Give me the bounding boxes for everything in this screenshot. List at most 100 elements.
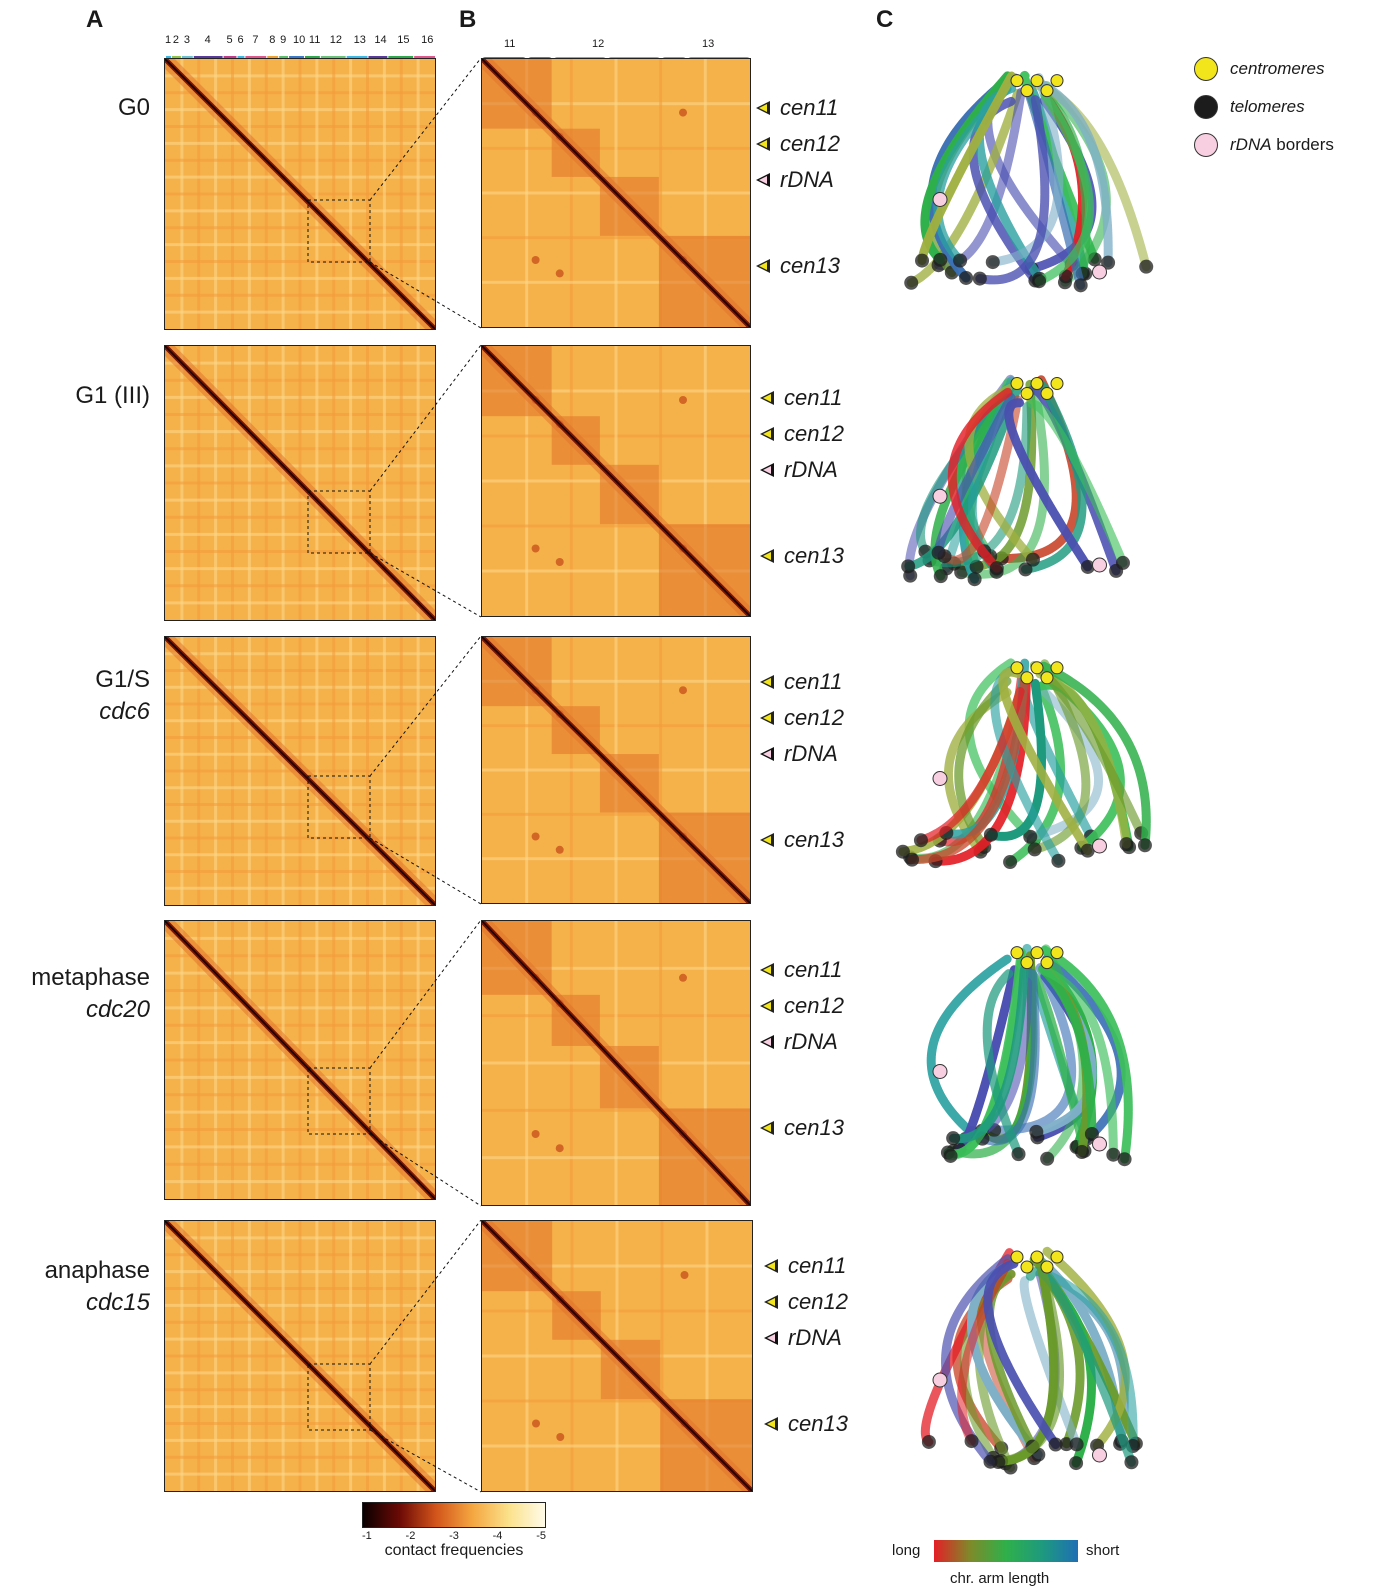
centromere-arrow-icon [756, 137, 770, 151]
centromere-arrow-icon [764, 1295, 778, 1309]
genome-heatmap-g1s [164, 636, 436, 906]
zoom-heatmap-metaphase [481, 920, 751, 1206]
zoom-chr-label-13: 13 [702, 38, 715, 50]
rdna-arrow-icon [764, 1331, 778, 1345]
genome-chr-label: 10 [293, 34, 306, 46]
centromere-arrow-icon [756, 259, 770, 273]
structure-model-g1 [882, 345, 1172, 620]
zoom-connector-g1s [307, 636, 482, 905]
contact-colorbar-gradient [362, 1502, 546, 1528]
heatmap-image [482, 637, 750, 903]
structure-model-metaphase [882, 912, 1172, 1202]
markers-g1: cen11 cen12 rDNA cen13 [760, 380, 844, 574]
row-label-main: G1 (III) [75, 382, 150, 409]
marker-rdna: rDNA [760, 1024, 844, 1060]
zoom-heatmap-g1s [481, 636, 751, 904]
row-label-main: G0 [117, 94, 150, 121]
contact-colorbar-ticks: -1 -2 -3 -4 -5 [362, 1530, 546, 1542]
marker-cen11: cen11 [760, 664, 844, 700]
chromosome-structure-image [904, 71, 1154, 293]
genome-chr-label: 2 [172, 34, 180, 46]
heatmap-image [482, 59, 750, 327]
zoom-chromosome-bar: 11 12 13 [482, 38, 750, 63]
row-label-main: metaphase [31, 964, 150, 991]
genome-heatmap-anaphase [164, 1220, 436, 1492]
genome-chr-label: 11 [308, 34, 321, 46]
markers-g0: cen11 cen12 rDNA cen13 [756, 90, 840, 284]
pink-circle-icon [1194, 133, 1218, 157]
heatmap-image [165, 1221, 435, 1491]
zoom-connector-metaphase [307, 920, 482, 1207]
genome-heatmap-g0 [164, 58, 436, 330]
genome-chr-label: 13 [353, 34, 366, 46]
marker-cen12: cen12 [760, 700, 844, 736]
centromere-arrow-icon [760, 549, 774, 563]
marker-rdna: rDNA [756, 162, 840, 198]
centromere-arrow-icon [760, 675, 774, 689]
centromere-arrow-icon [760, 391, 774, 405]
marker-cen11: cen11 [760, 380, 844, 416]
genome-chr-label: 14 [374, 34, 387, 46]
tick-label: -3 [449, 1530, 459, 1542]
genome-chromosome-labels: 1 2 3 4 5 6 7 8 9 10 11 12 13 14 15 16 [164, 34, 436, 48]
tick-label: -5 [536, 1530, 546, 1542]
black-circle-icon [1194, 95, 1218, 119]
markers-g1s: cen11 cen12 rDNA cen13 [760, 664, 844, 858]
markers-metaphase: cen11 cen12 rDNA cen13 [760, 952, 844, 1146]
genome-chr-label: 1 [164, 34, 172, 46]
rdna-arrow-icon [756, 173, 770, 187]
row-label-main: G1/S [95, 666, 150, 693]
centromere-arrow-icon [760, 427, 774, 441]
row-label-sub: cdc15 [85, 1289, 150, 1316]
yellow-circle-icon [1194, 57, 1218, 81]
structure-model-g0 [882, 40, 1172, 330]
tick-label: -2 [405, 1530, 416, 1542]
heatmap-image [165, 637, 435, 905]
heatmap-image [165, 59, 435, 329]
panel-letter-c: C [876, 6, 894, 33]
centromere-arrow-icon [764, 1259, 778, 1273]
genome-chr-label: 15 [397, 34, 410, 46]
arm-bar-caption: chr. arm length [950, 1570, 1050, 1587]
chromosome-structure-image [920, 1246, 1143, 1475]
marker-cen12: cen12 [760, 416, 844, 452]
heatmap-image [482, 1221, 752, 1491]
centromere-arrow-icon [760, 833, 774, 847]
centromere-arrow-icon [764, 1417, 778, 1431]
marker-cen13: cen13 [764, 1406, 848, 1442]
genome-chr-label: 7 [252, 34, 259, 46]
marker-rdna: rDNA [764, 1320, 848, 1356]
zoom-connector-g1 [307, 345, 482, 618]
arm-bar-short-label: short [1086, 1542, 1120, 1559]
marker-cen13: cen13 [760, 538, 844, 574]
tick-label: -1 [362, 1530, 372, 1542]
centromere-arrow-icon [760, 1121, 774, 1135]
structure-model-g1s [882, 630, 1172, 900]
row-label-sub: cdc6 [99, 698, 150, 725]
marker-cen12: cen12 [764, 1284, 848, 1320]
heatmap-image [165, 921, 435, 1199]
marker-cen12: cen12 [760, 988, 844, 1024]
zoom-heatmap-g0 [481, 58, 751, 328]
legend-centromeres: centromeres [1194, 50, 1334, 88]
markers-anaphase: cen11 cen12 rDNA cen13 [764, 1248, 848, 1442]
row-label-metaphase: metaphase cdc20 [0, 962, 150, 1026]
heatmap-image [482, 346, 750, 616]
structure-legend: centromeres telomeres rDNA borders [1194, 50, 1334, 164]
zoom-chr-label-11: 11 [504, 38, 516, 50]
genome-chr-label: 12 [329, 34, 342, 46]
row-label-g1: G1 (III) [0, 380, 150, 412]
rdna-arrow-icon [760, 463, 774, 477]
rdna-arrow-icon [760, 747, 774, 761]
legend-telomeres: telomeres [1194, 88, 1334, 126]
contact-colorbar-label: contact frequencies [384, 1542, 524, 1559]
genome-chr-label: 3 [183, 34, 190, 46]
heatmap-image [482, 921, 750, 1205]
centromere-arrow-icon [756, 101, 770, 115]
marker-cen11: cen11 [760, 952, 844, 988]
zoom-heatmap-g1 [481, 345, 751, 617]
row-label-main: anaphase [44, 1257, 150, 1284]
rdna-arrow-icon [760, 1035, 774, 1049]
genome-heatmap-g1 [164, 345, 436, 621]
marker-cen11: cen11 [756, 90, 840, 126]
